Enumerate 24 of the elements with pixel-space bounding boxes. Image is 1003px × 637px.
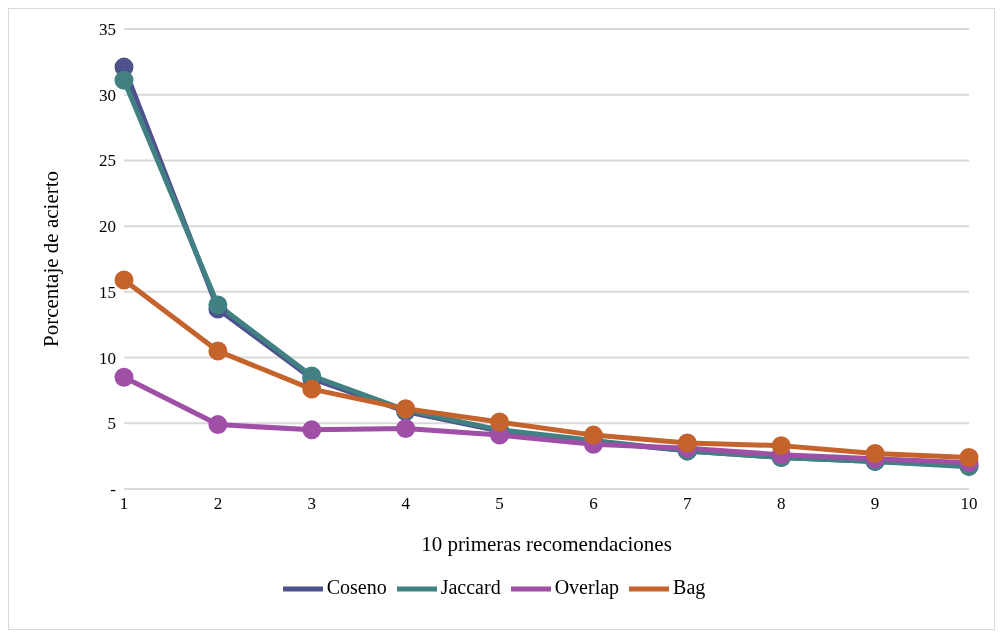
y-tick-label: 35 [99, 20, 116, 40]
x-tick-label: 9 [870, 494, 880, 514]
x-tick-label: 6 [589, 494, 598, 514]
y-axis-title: Porcentaje de acierto [39, 170, 64, 348]
x-axis-title: 10 primeras recomendaciones [421, 532, 672, 556]
y-tick-label: 5 [107, 414, 116, 434]
x-tick-label: 4 [401, 494, 411, 514]
x-tick-label: 7 [683, 494, 693, 514]
legend-label: Jaccard [440, 575, 501, 598]
y-tick-label: 15 [99, 282, 116, 302]
y-tick-label: 20 [99, 217, 116, 237]
y-tick-label: 10 [99, 348, 116, 368]
legend-label: Bag [673, 575, 706, 598]
x-tick-label: 8 [776, 494, 786, 514]
legend-label: Overlap [554, 575, 620, 598]
x-tick-label: 5 [495, 494, 504, 514]
legend-label: Coseno [326, 575, 387, 598]
y-tick-label: 30 [99, 85, 116, 105]
x-tick-label: 10 [960, 494, 978, 514]
y-tick-label: 25 [99, 151, 116, 171]
x-tick-label: 1 [119, 494, 129, 514]
x-tick-label: 2 [213, 494, 223, 514]
y-tick-label: - [110, 480, 117, 500]
x-tick-label: 3 [307, 494, 317, 514]
